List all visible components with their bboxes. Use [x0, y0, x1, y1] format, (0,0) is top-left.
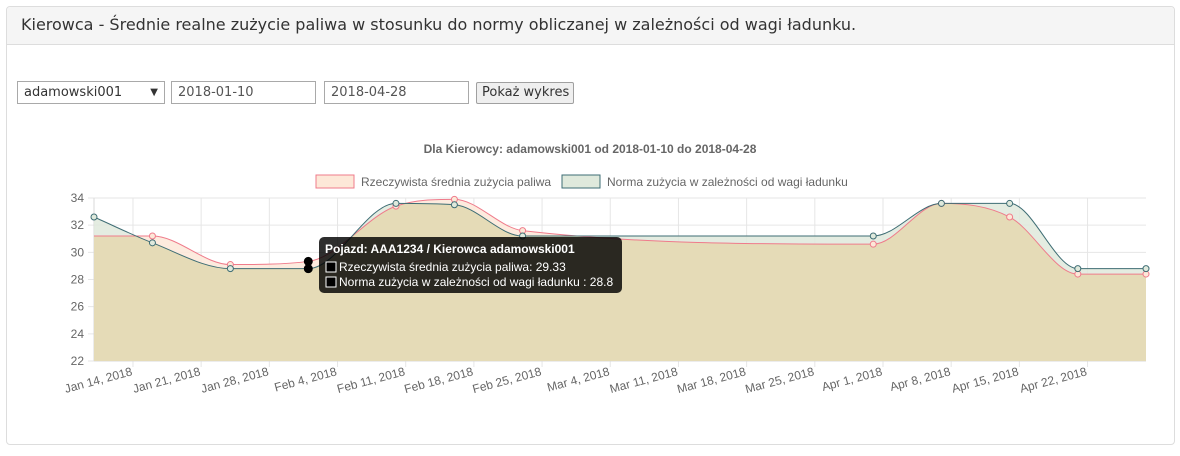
date-to-input[interactable]: 2018-04-28 [324, 81, 469, 104]
x-tick-label: Feb 11, 2018 [335, 364, 406, 396]
x-tick-label: Mar 4, 2018 [546, 364, 612, 394]
x-tick-label: Jan 21, 2018 [131, 364, 202, 396]
legend-swatch-series2[interactable] [561, 174, 601, 189]
tooltip-swatch-series2 [325, 276, 337, 288]
data-point-series1[interactable] [869, 240, 877, 248]
date-from-input[interactable]: 2018-01-10 [171, 81, 316, 104]
y-tick-label: 26 [71, 300, 85, 314]
x-tick-label: Jan 28, 2018 [199, 364, 270, 396]
x-tick-label: Jan 14, 2018 [63, 364, 134, 396]
y-tick-label: 30 [71, 245, 85, 259]
chart-tooltip: Pojazd: AAA1234 / Kierowca adamowski001 … [319, 237, 622, 293]
y-tick-label: 32 [71, 218, 85, 232]
data-point-series2[interactable] [869, 232, 877, 240]
x-tick-label: Apr 8, 2018 [888, 364, 952, 394]
x-tick-label: Feb 25, 2018 [471, 364, 543, 396]
data-point-series2[interactable] [226, 265, 234, 273]
data-point-series2[interactable] [90, 213, 98, 221]
data-point-series2[interactable] [937, 199, 945, 207]
x-tick-label: Feb 4, 2018 [273, 364, 339, 394]
tooltip-swatch-series1 [325, 261, 337, 273]
legend-label-series1[interactable]: Rzeczywista średnia zużycia paliwa [361, 175, 551, 189]
data-point-series1[interactable] [148, 232, 156, 240]
data-point-series2[interactable] [148, 239, 156, 247]
tooltip-line-series2: Norma zużycia w zależności od wagi ładun… [339, 275, 613, 289]
data-point-series2[interactable] [392, 199, 400, 207]
x-tick-label: Mar 11, 2018 [608, 364, 679, 396]
chart-title: Dla Kierowcy: adamowski001 od 2018-01-10… [424, 142, 757, 156]
x-tick-label: Mar 18, 2018 [675, 364, 747, 396]
legend-swatch-series1[interactable] [315, 174, 355, 189]
data-point-series2[interactable] [1074, 265, 1082, 273]
x-tick-label: Apr 1, 2018 [820, 364, 884, 394]
data-point-series1[interactable] [1006, 213, 1014, 221]
data-point-series2[interactable] [1142, 265, 1150, 273]
y-tick-label: 28 [71, 273, 85, 287]
chart-legend: Rzeczywista średnia zużycia paliwa Norma… [315, 174, 848, 189]
data-point-series2[interactable] [303, 264, 313, 274]
data-point-series2[interactable] [1006, 199, 1014, 207]
data-point-series2[interactable] [450, 201, 458, 209]
tooltip-line-series1: Rzeczywista średnia zużycia paliwa: 29.3… [339, 260, 566, 274]
x-tick-label: Apr 15, 2018 [950, 364, 1020, 395]
y-tick-label: 22 [71, 354, 85, 368]
x-tick-label: Mar 25, 2018 [744, 364, 816, 396]
y-tick-label: 34 [71, 191, 85, 205]
tooltip-title: Pojazd: AAA1234 / Kierowca adamowski001 [325, 242, 575, 256]
driver-select-value: adamowski001 [24, 85, 123, 100]
driver-select[interactable]: adamowski001 ▼ [17, 81, 165, 104]
legend-label-series2[interactable]: Norma zużycia w zależności od wagi ładun… [607, 175, 848, 189]
chevron-down-icon: ▼ [150, 87, 158, 98]
show-chart-button[interactable]: Pokaż wykres [476, 82, 574, 104]
tooltip-box [319, 237, 622, 293]
y-tick-label: 24 [71, 327, 85, 341]
panel-title: Kierowca - Średnie realne zużycie paliwa… [7, 7, 1174, 45]
x-tick-label: Apr 22, 2018 [1018, 364, 1088, 395]
x-tick-label: Feb 18, 2018 [403, 364, 475, 396]
